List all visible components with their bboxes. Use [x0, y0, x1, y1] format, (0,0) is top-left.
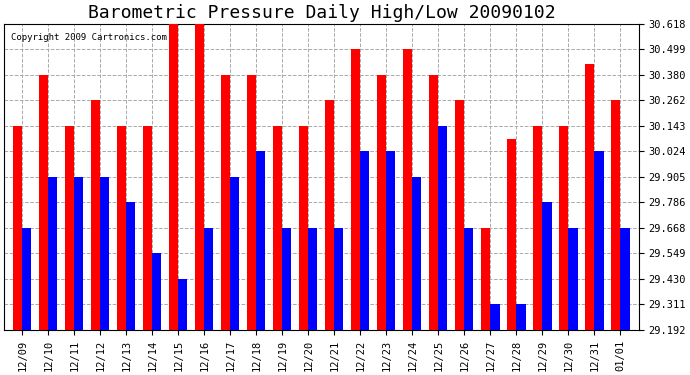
Bar — [438, 126, 448, 330]
Bar — [569, 228, 578, 330]
Bar — [221, 75, 230, 330]
Bar — [75, 177, 83, 330]
Bar — [22, 228, 32, 330]
Bar — [144, 126, 152, 330]
Bar — [611, 100, 620, 330]
Bar — [325, 100, 335, 330]
Bar — [152, 253, 161, 330]
Bar — [377, 75, 386, 330]
Bar — [282, 228, 291, 330]
Bar — [620, 228, 629, 330]
Bar — [257, 151, 266, 330]
Bar — [464, 228, 473, 330]
Bar — [533, 126, 542, 330]
Bar — [247, 75, 257, 330]
Bar — [308, 228, 317, 330]
Title: Barometric Pressure Daily High/Low 20090102: Barometric Pressure Daily High/Low 20090… — [88, 4, 555, 22]
Bar — [204, 228, 213, 330]
Bar — [126, 202, 135, 330]
Bar — [66, 126, 75, 330]
Bar — [351, 49, 360, 330]
Bar — [117, 126, 126, 330]
Bar — [335, 228, 344, 330]
Bar — [169, 24, 179, 330]
Bar — [585, 64, 594, 330]
Bar — [230, 177, 239, 330]
Bar — [413, 177, 422, 330]
Bar — [299, 126, 308, 330]
Bar — [455, 100, 464, 330]
Bar — [507, 139, 516, 330]
Bar — [100, 177, 110, 330]
Bar — [13, 126, 22, 330]
Bar — [560, 126, 569, 330]
Bar — [195, 24, 204, 330]
Bar — [403, 49, 413, 330]
Bar — [360, 151, 369, 330]
Bar — [542, 202, 551, 330]
Bar — [91, 100, 100, 330]
Text: Copyright 2009 Cartronics.com: Copyright 2009 Cartronics.com — [10, 33, 166, 42]
Bar — [179, 279, 188, 330]
Bar — [429, 75, 438, 330]
Bar — [594, 151, 604, 330]
Bar — [491, 304, 500, 330]
Bar — [273, 126, 282, 330]
Bar — [39, 75, 48, 330]
Bar — [482, 228, 491, 330]
Bar — [516, 304, 526, 330]
Bar — [48, 177, 57, 330]
Bar — [386, 151, 395, 330]
